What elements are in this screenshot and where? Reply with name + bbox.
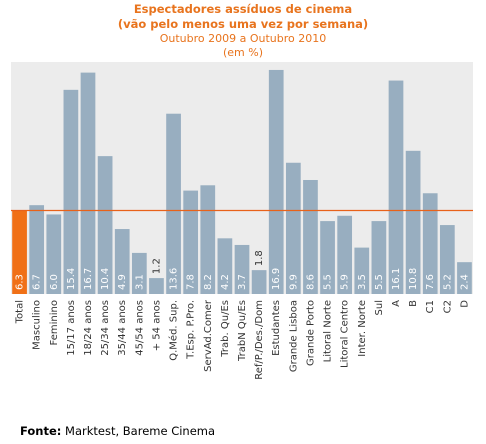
category-label-19: Litoral Centro [340,300,351,368]
bar-26 [457,262,472,294]
category-label-14: Ref/P./Des./Dom [254,300,265,380]
value-label-10: 7.8 [186,274,197,290]
value-label-13: 3.7 [237,274,248,290]
bar-22 [388,80,404,294]
category-label-13: TrabN Qu/Es [237,300,248,362]
value-label-16: 9.9 [288,274,299,290]
value-label-9: 13.6 [169,268,180,290]
category-label-26: D [459,300,470,308]
category-label-3: 15/17 anos [66,300,77,356]
chart-subtitle: (vão pelo menos uma vez por semana) [117,17,369,31]
category-label-22: A [391,300,402,307]
bar-3 [63,89,79,294]
chart-title: Espectadores assíduos de cinema [133,2,353,16]
category-label-8: + 54 anos [151,300,162,351]
value-label-5: 10.4 [100,268,111,290]
category-label-23: B [408,300,419,307]
bar-20 [354,247,370,294]
bar-19 [337,215,353,294]
bar-10 [183,190,199,294]
bar-15 [268,69,284,294]
bar-21 [371,221,387,294]
value-label-12: 4.2 [220,274,231,290]
value-label-6: 4.9 [117,274,128,290]
value-label-26: 2.4 [459,274,470,290]
bar-12 [217,238,233,294]
bar-11 [200,185,216,294]
value-label-20: 3.5 [357,274,368,290]
bar-14 [251,270,267,294]
category-label-11: ServAd.Comer [203,299,214,372]
value-label-22: 16.1 [391,268,402,290]
value-label-15: 16.9 [271,268,282,290]
bar-7 [131,252,147,294]
value-label-3: 15.4 [66,268,77,290]
bar-5 [97,156,113,294]
category-label-6: 35/44 anos [117,300,128,356]
bar-23 [405,150,421,294]
bar-8 [149,278,164,294]
bar-18 [320,221,335,294]
value-label-0: 6.3 [15,274,26,290]
source-label: Fonte: [20,424,62,438]
value-label-11: 8.2 [203,274,214,290]
value-label-23: 10.8 [408,268,419,290]
category-label-17: Grande Porto [305,300,316,366]
value-label-4: 16.7 [83,268,94,290]
value-label-17: 8.6 [305,274,316,290]
bar-16 [285,162,301,294]
category-label-12: Trab. Qu/Es [220,300,231,358]
category-label-25: C2 [442,300,453,313]
bar-0 [12,210,27,294]
bar-4 [80,72,96,294]
value-label-2: 6.0 [49,274,60,290]
category-label-2: Feminino [49,300,60,345]
category-label-7: 45/54 anos [134,300,145,356]
value-label-8: 1.2 [151,258,162,274]
value-label-19: 5.9 [340,274,351,290]
category-label-4: 18/24 anos [83,300,94,356]
source-note: Fonte: Marktest, Bareme Cinema [20,424,215,438]
value-label-24: 7.6 [425,274,436,290]
value-label-18: 5.5 [323,274,334,290]
chart-period: Outubro 2009 a Outubro 2010 [159,32,327,45]
category-label-5: 25/34 anos [100,300,111,356]
category-label-16: Grande Lisboa [288,300,299,372]
category-label-20: Inter. Norte [357,300,368,357]
category-label-24: C1 [425,300,436,313]
value-label-14: 1.8 [254,250,265,266]
bar-2 [46,214,62,294]
source-text: Marktest, Bareme Cinema [61,424,216,438]
category-label-10: T.Esp. P.Pro. [186,300,197,360]
bar-13 [234,244,250,294]
chart-unit: (em %) [222,46,263,59]
category-label-18: Litoral Norte [323,300,334,362]
category-label-21: Sul [374,300,385,315]
bar-25 [439,225,455,294]
value-label-25: 5.2 [442,274,453,290]
category-label-0: Total [15,300,26,324]
bar-6 [114,229,130,294]
value-label-21: 5.5 [374,274,385,290]
category-label-9: Q.Méd. Sup. [168,300,180,361]
category-label-15: Estudantes [271,300,282,356]
bar-1 [29,205,45,294]
category-label-1: Masculino [32,300,43,350]
value-label-1: 6.7 [32,274,43,290]
value-label-7: 3.1 [134,274,145,290]
bar-24 [422,193,438,294]
bar-9 [166,113,181,294]
bar-17 [303,179,318,294]
